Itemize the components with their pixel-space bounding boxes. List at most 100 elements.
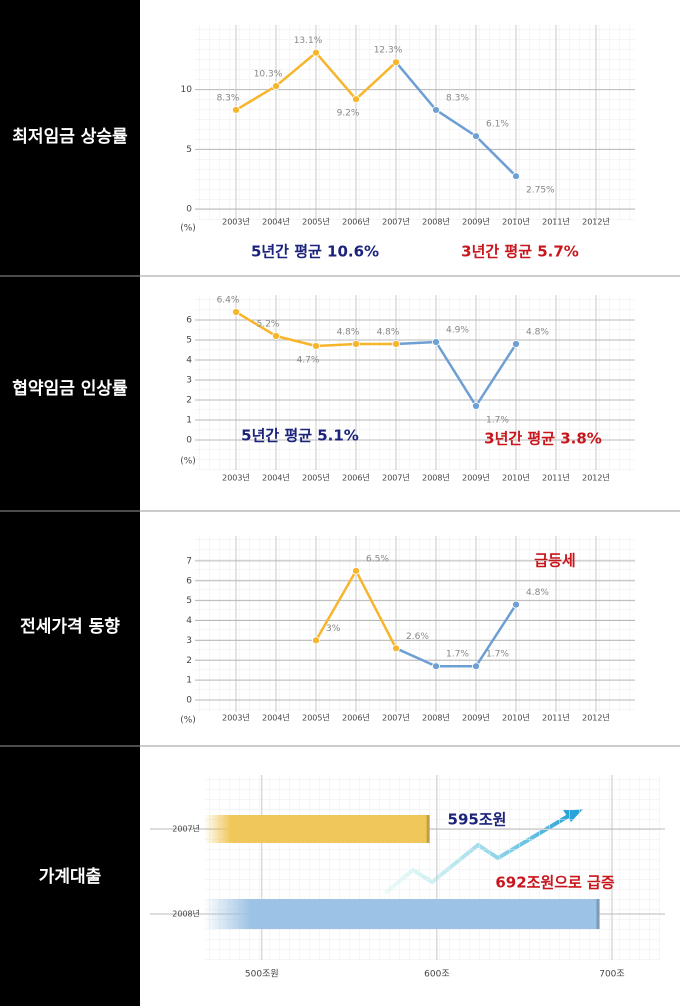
x-tick-label: 2006년 xyxy=(342,473,370,483)
y-tick-label: 7 xyxy=(186,556,192,566)
value-label: 6.4% xyxy=(217,296,240,306)
value-label: 4.8% xyxy=(337,328,360,338)
value-label: 6.1% xyxy=(486,120,509,130)
line-segment xyxy=(355,61,397,101)
x-tick-label: 2007년 xyxy=(382,473,410,483)
y-tick-label: 5 xyxy=(186,596,192,606)
x-tick-label: 2012년 xyxy=(582,217,610,227)
data-point xyxy=(232,308,240,316)
data-point xyxy=(432,338,440,346)
x-tick-label: 2011년 xyxy=(542,217,570,227)
x-tick-label: 2012년 xyxy=(582,713,610,723)
minor-grid xyxy=(195,536,635,712)
x-tick-label: 600조 xyxy=(424,970,449,980)
annotation: 3년간 평균 5.7% xyxy=(461,243,579,261)
data-point xyxy=(472,402,480,410)
x-tick-label: 2005년 xyxy=(302,473,330,483)
x-tick-label: 2010년 xyxy=(502,217,530,227)
data-point xyxy=(392,644,400,653)
line-segment xyxy=(235,85,277,112)
value-label: 2.6% xyxy=(406,632,429,642)
y-tick-label: 5 xyxy=(186,336,192,346)
value-label: 3% xyxy=(326,624,341,634)
y-axis-unit: (%) xyxy=(180,716,196,726)
y-tick-label: 4 xyxy=(186,616,192,626)
value-label: 13.1% xyxy=(294,36,323,46)
data-point xyxy=(472,132,480,141)
line-segment xyxy=(395,340,437,346)
line-segment xyxy=(475,135,517,178)
line-segment xyxy=(275,51,317,88)
data-point xyxy=(352,95,360,104)
minor-grid xyxy=(195,295,635,470)
value-label: 1.7% xyxy=(486,416,509,426)
annotation: 5년간 평균 10.6% xyxy=(251,243,379,261)
y-tick-label: 0 xyxy=(186,696,192,706)
data-point xyxy=(312,636,320,645)
data-point xyxy=(472,662,480,671)
section-title: 전세가격 동향 xyxy=(20,616,120,637)
line-segment xyxy=(395,647,437,668)
y-tick-label: 3 xyxy=(186,636,192,646)
data-point xyxy=(272,82,280,90)
value-label: 4.8% xyxy=(377,328,400,338)
annotation: 3년간 평균 3.8% xyxy=(484,430,602,448)
section-title: 가계대출 xyxy=(39,867,102,887)
x-tick-label: 2006년 xyxy=(342,217,370,227)
y-tick-label: 4 xyxy=(186,356,192,366)
x-tick-label: 2008년 xyxy=(422,217,450,227)
data-point xyxy=(312,48,320,57)
x-tick-label: 500조원 xyxy=(245,969,279,980)
x-tick-label: 2009년 xyxy=(462,473,490,483)
line-segment xyxy=(435,108,477,138)
x-tick-label: 2012년 xyxy=(582,473,610,483)
section-title: 최저임금 상승률 xyxy=(12,126,128,147)
x-tick-label: 2004년 xyxy=(262,713,290,723)
line-segment xyxy=(474,343,518,407)
y-tick-label: 2 xyxy=(186,656,192,666)
value-label: 4.7% xyxy=(297,356,320,366)
y-tick-label: 0 xyxy=(186,205,192,215)
value-label: 9.2% xyxy=(337,109,360,119)
x-tick-label: 2011년 xyxy=(542,473,570,483)
x-tick-label: 2004년 xyxy=(262,473,290,483)
annotation: 5년간 평균 5.1% xyxy=(241,427,359,445)
line-segment xyxy=(315,342,357,348)
y-tick-label: 6 xyxy=(186,576,192,586)
y-tick-label: 2008년 xyxy=(172,909,200,919)
line-segment xyxy=(315,51,357,101)
data-point xyxy=(352,566,360,575)
data-point xyxy=(512,172,520,181)
line-segment xyxy=(275,334,317,348)
data-point xyxy=(432,662,440,671)
annotation: 급등세 xyxy=(534,552,575,570)
bar xyxy=(204,815,429,843)
y-tick-label: 6 xyxy=(186,316,192,326)
x-tick-label: 2003년 xyxy=(222,713,250,723)
value-label: 6.5% xyxy=(366,554,389,564)
data-point xyxy=(352,340,360,348)
y-tick-label: 1 xyxy=(186,416,192,426)
x-tick-label: 2007년 xyxy=(382,713,410,723)
line-segment xyxy=(354,570,398,649)
value-label: 4.8% xyxy=(526,328,549,338)
value-label: 10.3% xyxy=(254,70,283,80)
value-label: 4.9% xyxy=(446,326,469,336)
value-label: 5.2% xyxy=(257,320,280,330)
data-point xyxy=(392,58,400,67)
sidebar xyxy=(0,0,140,1006)
x-tick-label: 2010년 xyxy=(502,473,530,483)
x-tick-label: 2008년 xyxy=(422,713,450,723)
data-point xyxy=(312,342,320,350)
data-point xyxy=(512,340,520,348)
y-tick-label: 2007년 xyxy=(172,824,200,834)
x-tick-label: 2003년 xyxy=(222,473,250,483)
annotation: 595조원 xyxy=(448,811,507,829)
x-tick-label: 2004년 xyxy=(262,217,290,227)
x-tick-label: 2009년 xyxy=(462,713,490,723)
y-tick-label: 2 xyxy=(186,396,192,406)
value-label: 1.7% xyxy=(486,650,509,660)
y-tick-label: 1 xyxy=(186,676,192,686)
data-point xyxy=(432,106,440,114)
